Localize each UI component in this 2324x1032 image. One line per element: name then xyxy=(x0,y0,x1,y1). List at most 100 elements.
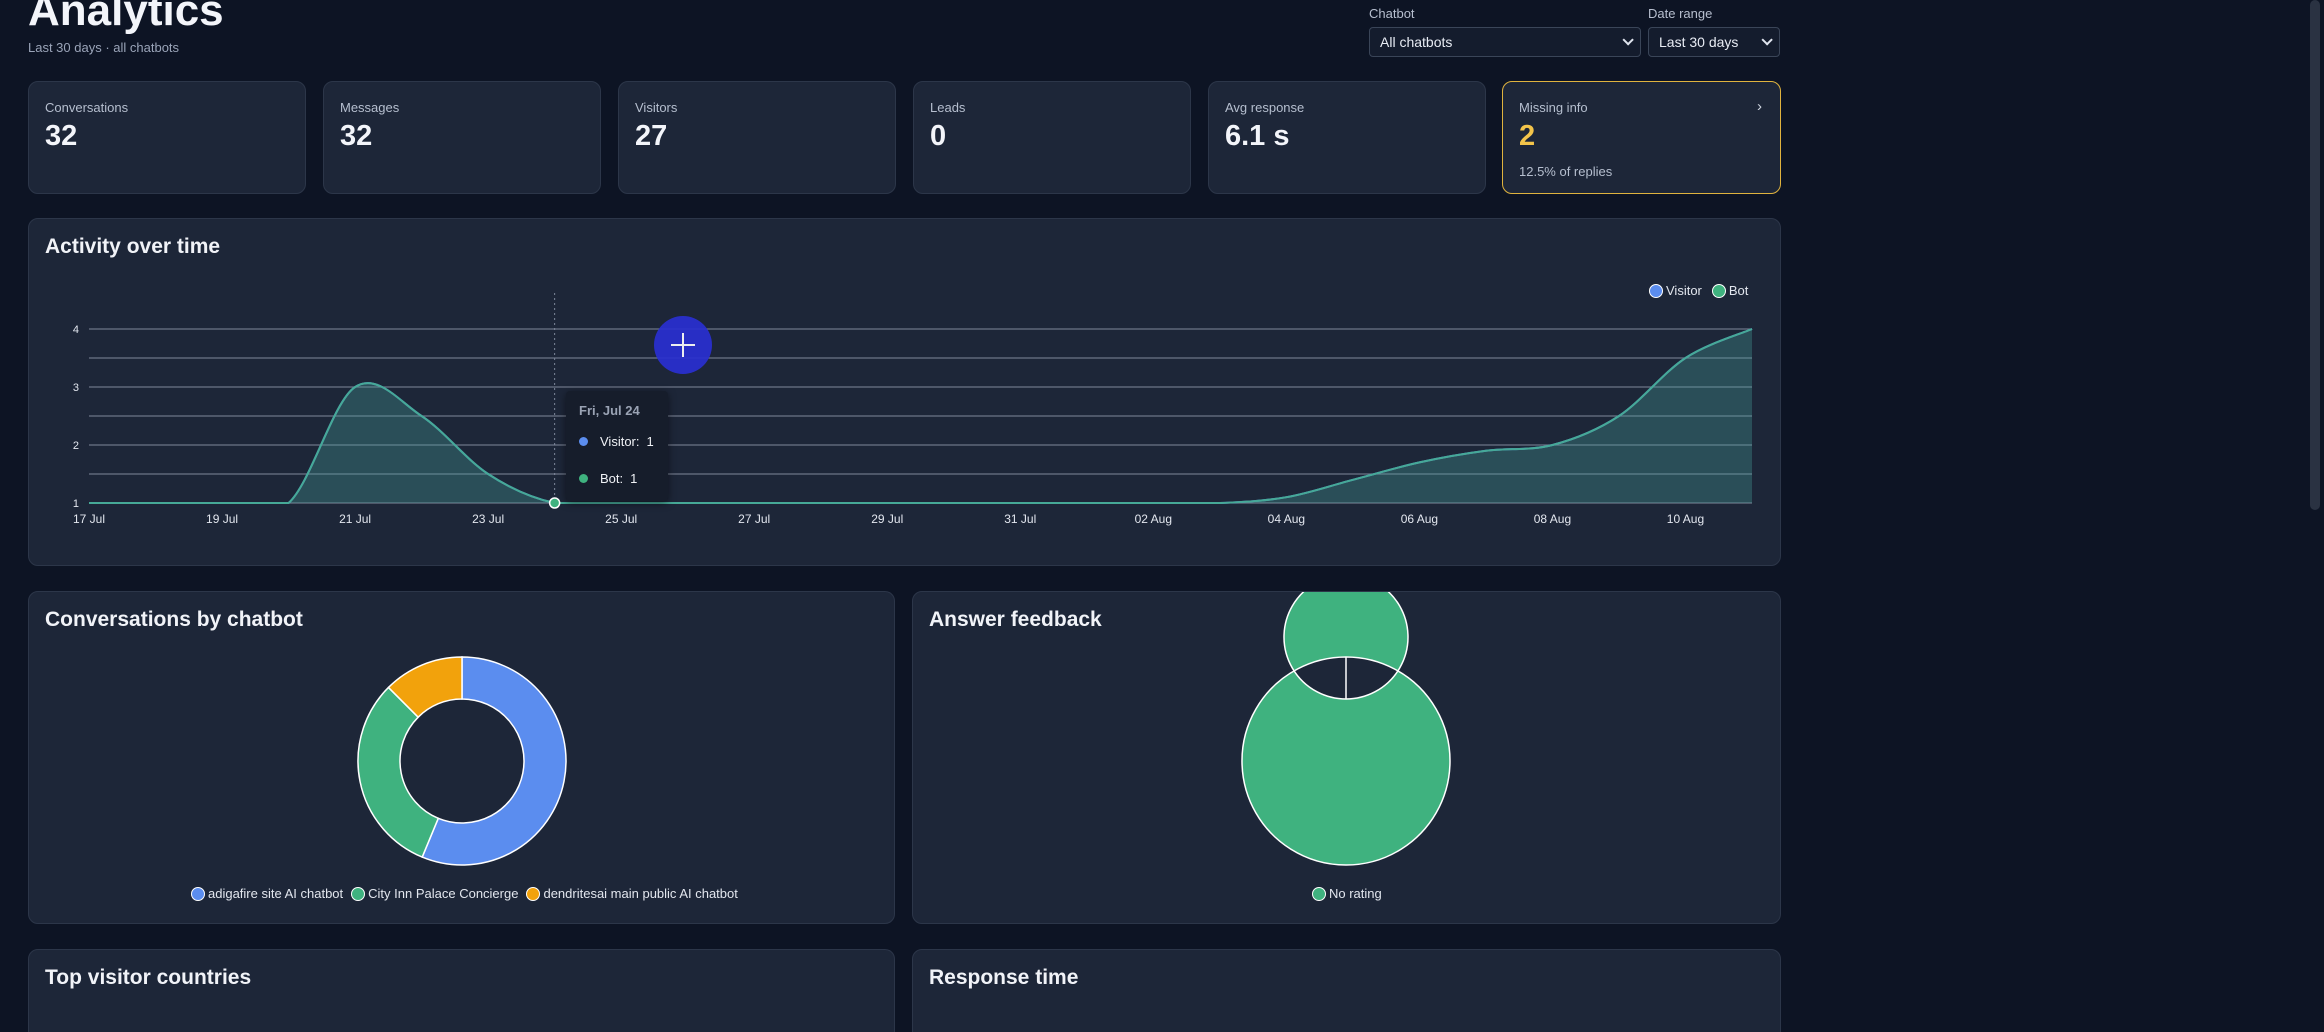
activity-legend: Visitor Bot xyxy=(1649,283,1748,298)
stat-card-missing-info[interactable]: Missing info › 2 12.5% of replies xyxy=(1502,81,1781,194)
stat-note: 12.5% of replies xyxy=(1519,164,1613,179)
feedback-donut-chart[interactable] xyxy=(913,592,1782,925)
stat-card-leads: Leads 0 xyxy=(913,81,1191,194)
x-tick-label: 06 Aug xyxy=(1401,512,1438,526)
date-range-select[interactable]: Last 30 days xyxy=(1648,27,1780,57)
stat-card-conversations: Conversations 32 xyxy=(28,81,306,194)
answer-feedback-card: Answer feedback No rating xyxy=(912,591,1781,924)
top-countries-title: Top visitor countries xyxy=(45,966,252,989)
x-tick-label: 10 Aug xyxy=(1667,512,1704,526)
date-range-value: Last 30 days xyxy=(1659,34,1739,50)
response-time-card: Response time xyxy=(912,949,1781,1032)
stat-label: Missing info xyxy=(1519,100,1588,115)
response-time-title: Response time xyxy=(929,966,1079,989)
activity-title: Activity over time xyxy=(45,235,221,258)
tooltip-row-bot: Bot: 1 xyxy=(579,471,637,486)
bot-dot-icon xyxy=(1711,283,1726,298)
page-title: Analytics xyxy=(28,0,224,35)
x-tick-label: 29 Jul xyxy=(871,512,903,526)
legend-feedback-label: No rating xyxy=(1329,886,1382,901)
x-tick-label: 17 Jul xyxy=(73,512,105,526)
tooltip-bot-value: 1 xyxy=(630,471,638,486)
legend-no-rating[interactable]: No rating xyxy=(1312,886,1382,901)
chatbot-select-value: All chatbots xyxy=(1380,34,1453,50)
legend-chatbot-label: City Inn Palace Concierge xyxy=(368,886,519,901)
legend-dot-icon xyxy=(526,886,541,901)
chatbot-filter-label: Chatbot xyxy=(1369,6,1415,21)
legend-dot-icon xyxy=(191,886,205,901)
top-countries-card: Top visitor countries xyxy=(28,949,895,1032)
pie-slice xyxy=(357,686,440,859)
y-tick-label: 3 xyxy=(73,382,79,394)
chatbot-select[interactable]: All chatbots xyxy=(1369,27,1641,57)
tooltip-row-visitor: Visitor: 1 xyxy=(579,434,654,449)
date-range-filter: Date range Last 30 days xyxy=(1648,6,1780,57)
legend-dot-icon xyxy=(1312,886,1326,901)
feedback-legend: No rating xyxy=(1312,886,1382,901)
tooltip-visitor-value: 1 xyxy=(646,434,654,449)
y-tick-label: 4 xyxy=(73,324,79,336)
legend-chatbot-1[interactable]: City Inn Palace Concierge xyxy=(351,886,518,901)
legend-chatbot-0[interactable]: adigafire site AI chatbot xyxy=(191,886,343,901)
stat-value: 2 xyxy=(1519,120,1536,152)
page-subtitle: Last 30 days · all chatbots xyxy=(28,40,180,55)
date-range-label: Date range xyxy=(1648,6,1713,21)
legend-dot-icon xyxy=(351,886,366,901)
hover-point xyxy=(548,497,561,509)
chatbot-donut-chart[interactable] xyxy=(29,592,896,925)
chevron-right-icon: › xyxy=(1757,98,1762,115)
x-tick-label: 04 Aug xyxy=(1268,512,1305,526)
legend-visitor[interactable]: Visitor xyxy=(1649,283,1702,298)
conversations-by-chatbot-card: Conversations by chatbot adigafire site … xyxy=(28,591,895,924)
chevron-down-icon xyxy=(1761,34,1773,46)
tooltip-title: Fri, Jul 24 xyxy=(579,403,640,418)
stat-label: Avg response xyxy=(1225,100,1305,115)
stat-value: 32 xyxy=(340,120,373,152)
x-tick-label: 27 Jul xyxy=(738,512,770,526)
stat-label: Visitors xyxy=(635,100,678,115)
stat-card-avg-response: Avg response 6.1 s xyxy=(1208,81,1486,194)
pie-slice xyxy=(421,656,567,866)
conversations-by-chatbot-title: Conversations by chatbot xyxy=(45,608,303,631)
x-tick-label: 19 Jul xyxy=(206,512,238,526)
stat-value: 32 xyxy=(45,120,78,152)
y-tick-label: 1 xyxy=(73,498,79,510)
series-line-bot xyxy=(89,328,1753,505)
pie-slice xyxy=(1241,592,1451,866)
legend-bot-label: Bot xyxy=(1728,283,1749,298)
stat-label: Leads xyxy=(930,100,966,115)
activity-chart[interactable]: 1 2 3 4 17 Jul 19 Jul 21 Jul 23 Jul 25 Jul 27 Jul… xyxy=(29,219,1782,567)
x-tick-label: 02 Aug xyxy=(1135,512,1172,526)
x-tick-label: 31 Jul xyxy=(1004,512,1036,526)
x-tick-label: 25 Jul xyxy=(605,512,637,526)
x-tick-label: 23 Jul xyxy=(472,512,504,526)
cursor-crosshair-icon xyxy=(654,316,712,374)
stat-card-visitors: Visitors 27 xyxy=(618,81,896,194)
legend-visitor-label: Visitor xyxy=(1666,283,1702,298)
y-tick-label: 2 xyxy=(73,440,79,452)
legend-chatbot-2[interactable]: dendritesai main public AI chatbot xyxy=(526,886,738,901)
stat-label: Messages xyxy=(340,100,400,115)
visitor-dot-icon xyxy=(579,437,588,446)
bot-dot-icon xyxy=(579,474,588,483)
stat-value: 6.1 s xyxy=(1225,120,1290,152)
answer-feedback-title: Answer feedback xyxy=(929,608,1102,631)
stat-value: 0 xyxy=(930,120,947,152)
stat-label: Conversations xyxy=(45,100,129,115)
x-tick-label: 08 Aug xyxy=(1534,512,1571,526)
stat-card-messages: Messages 32 xyxy=(323,81,601,194)
chart-tooltip: Fri, Jul 24 Visitor: 1 Bot: 1 xyxy=(566,391,668,501)
visitor-dot-icon xyxy=(1649,283,1663,298)
legend-bot[interactable]: Bot xyxy=(1711,283,1749,298)
tooltip-bot-label: Bot: xyxy=(600,471,624,486)
x-tick-label: 21 Jul xyxy=(339,512,371,526)
scrollbar[interactable] xyxy=(2310,0,2320,510)
legend-chatbot-label: dendritesai main public AI chatbot xyxy=(543,886,738,901)
pie-slice xyxy=(387,656,463,719)
chatbot-legend: adigafire site AI chatbot City Inn Palac… xyxy=(191,886,738,901)
stat-value: 27 xyxy=(635,120,668,152)
tooltip-visitor-label: Visitor: xyxy=(600,434,640,449)
activity-card: Activity over time Visitor Bot 1 2 3 4 17 Ju… xyxy=(28,218,1781,566)
legend-chatbot-label: adigafire site AI chatbot xyxy=(208,886,344,901)
chatbot-filter: Chatbot All chatbots xyxy=(1369,6,1641,57)
